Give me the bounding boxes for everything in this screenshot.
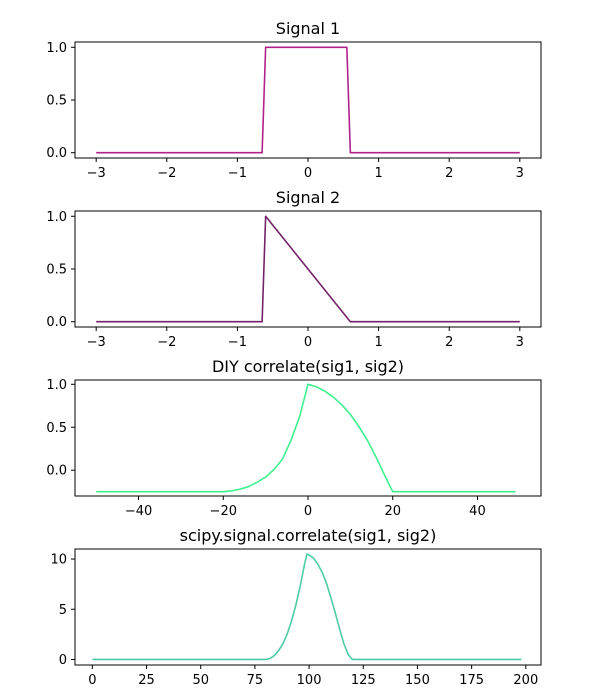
subplot-title: Signal 1: [276, 19, 340, 38]
subplot-2: Signal 2 −3 −2 −1 0 1 2 3 0.0 0.5 1.0: [46, 188, 542, 350]
x-tick-label-1: −1: [228, 166, 247, 181]
series-line-1: [92, 553, 522, 661]
x-tick-label-0: 0: [304, 335, 312, 350]
x-tick-label-1: −1: [228, 335, 247, 350]
x-tick-label-175: 175: [459, 673, 484, 688]
subplot-3: DIY correlate(sig1, sig2) −40 −20 0 20 40 0.0 0…: [46, 357, 542, 519]
y-tick-label-5: 5: [59, 603, 67, 618]
x-tick-label-50: 50: [192, 673, 209, 688]
x-tick-label-25: 25: [138, 673, 155, 688]
x-tick-label-3: 3: [516, 166, 524, 181]
series-line-1: [96, 46, 520, 154]
x-tick-label-1: 1: [374, 166, 382, 181]
x-tick-label-20: −20: [210, 504, 237, 519]
y-tick-label-0-5: 0.5: [46, 94, 67, 109]
x-tick-label-3: −3: [87, 335, 106, 350]
x-tick-label-75: 75: [247, 673, 264, 688]
series-line-1: [96, 215, 520, 323]
x-tick-label-0: 0: [304, 166, 312, 181]
subplot-title: scipy.signal.correlate(sig1, sig2): [180, 526, 437, 545]
x-tick-label-2: 2: [445, 166, 453, 181]
y-tick-label-0: 0.0: [46, 464, 67, 479]
x-tick-label-1: 1: [374, 335, 382, 350]
x-tick-label-0: 0: [88, 673, 96, 688]
x-tick-label-2: 2: [445, 335, 453, 350]
y-tick-label-0-5: 0.5: [46, 263, 67, 278]
x-tick-label-200: 200: [513, 673, 538, 688]
x-tick-label-40: −40: [125, 504, 152, 519]
y-tick-label-0: 0: [59, 653, 67, 668]
y-tick-label-0-5: 0.5: [46, 421, 67, 436]
x-tick-label-150: 150: [405, 673, 430, 688]
x-tick-label-40: 40: [469, 504, 486, 519]
subplot-4: scipy.signal.correlate(sig1, sig2)0 25 50 7…: [50, 526, 542, 688]
x-tick-label-20: 20: [384, 504, 401, 519]
y-tick-label-10: 10: [50, 553, 67, 568]
x-tick-label-3: 3: [516, 335, 524, 350]
x-tick-label-100: 100: [297, 673, 322, 688]
subplot-1: Signal 1 −3 −2 −1 0 1 2 3 0.0 0.5 1.0: [46, 19, 542, 181]
subplot-title: Signal 2: [276, 188, 340, 207]
y-tick-label-1: 1.0: [46, 41, 67, 56]
x-tick-label-3: −3: [87, 166, 106, 181]
axes-frame: [74, 548, 542, 666]
x-tick-label-2: −2: [157, 335, 176, 350]
y-tick-label-1: 1.0: [46, 378, 67, 393]
x-tick-label-0: 0: [304, 504, 312, 519]
y-tick-label-0: 0.0: [46, 315, 67, 330]
x-tick-label-2: −2: [157, 166, 176, 181]
subplot-title: DIY correlate(sig1, sig2): [212, 357, 404, 376]
x-tick-label-125: 125: [351, 673, 376, 688]
y-tick-label-1: 1.0: [46, 210, 67, 225]
series-line-1: [96, 383, 516, 493]
y-tick-label-0: 0.0: [46, 146, 67, 161]
